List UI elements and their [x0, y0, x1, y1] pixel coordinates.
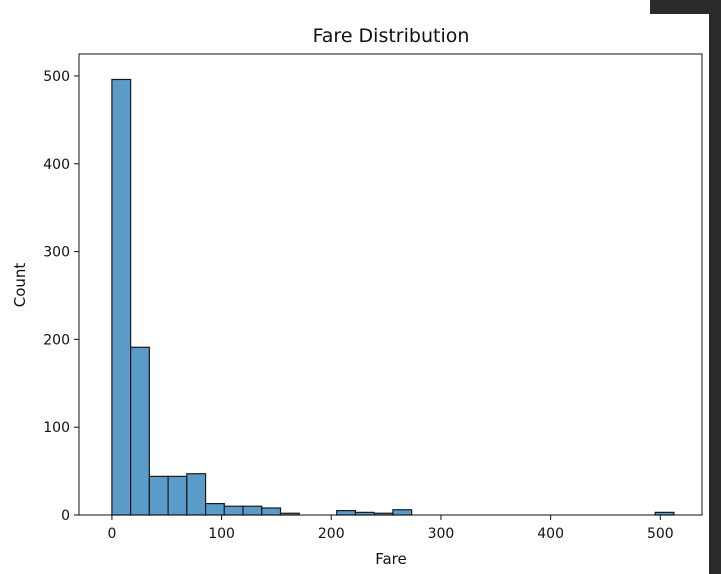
x-tick-label: 0 [107, 526, 116, 542]
y-tick-label: 500 [43, 69, 70, 85]
histogram-bar [130, 346, 150, 516]
histogram-bar [186, 473, 207, 516]
y-tick-label: 400 [43, 157, 70, 173]
x-tick-label: 400 [537, 526, 564, 542]
y-axis-label: Count [11, 263, 29, 308]
chart-title: Fare Distribution [313, 25, 470, 47]
histogram-bar [111, 78, 132, 516]
y-tick-label: 300 [43, 245, 70, 261]
histogram-bar [392, 509, 413, 516]
histogram-bar [204, 502, 225, 516]
window-edge-right [709, 14, 721, 574]
bars-group [111, 78, 675, 516]
histogram-bar [148, 475, 169, 516]
histogram-bar [223, 505, 244, 516]
plot-frame [78, 53, 703, 516]
window-edge-top-right [650, 0, 721, 14]
y-axis-ticks: 0 100 200 300 400 500 [43, 69, 79, 524]
y-tick-label: 0 [61, 508, 70, 524]
histogram-bar [242, 505, 263, 516]
x-tick-label: 200 [318, 526, 345, 542]
histogram-bar [167, 475, 188, 516]
x-tick-label: 100 [208, 526, 235, 542]
x-axis-ticks: 0 100 200 300 400 500 [107, 515, 674, 542]
x-axis-label: Fare [375, 550, 407, 568]
x-tick-label: 500 [647, 526, 674, 542]
y-tick-label: 200 [43, 332, 70, 348]
histogram-bar [336, 510, 357, 516]
y-tick-label: 100 [43, 420, 70, 436]
x-tick-label: 300 [428, 526, 455, 542]
histogram-bar [261, 507, 282, 516]
